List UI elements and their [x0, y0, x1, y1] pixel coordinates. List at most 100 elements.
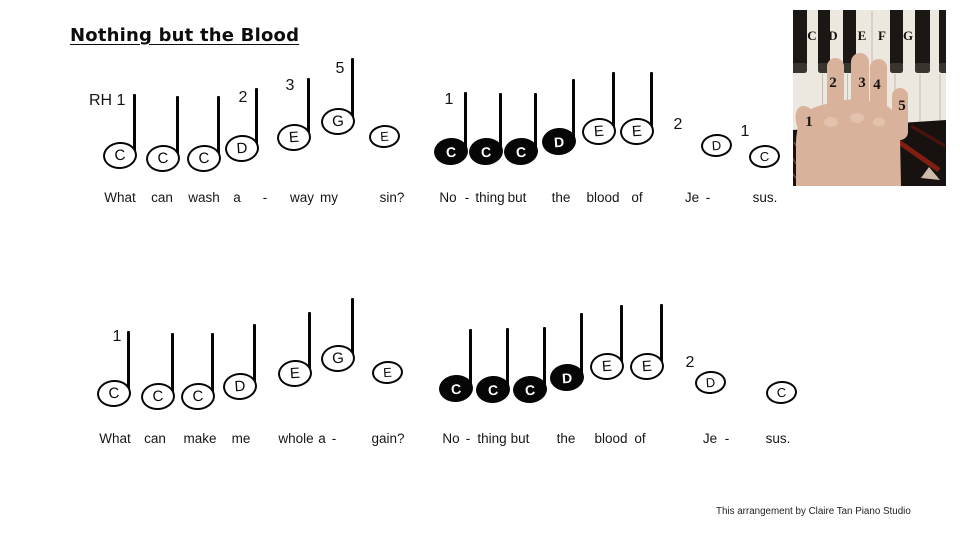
finger-number: 1 [740, 123, 750, 140]
note-head-D: D [693, 369, 727, 395]
finger-number: 2 [685, 354, 695, 371]
finger-number-label: 4 [873, 77, 881, 93]
note-stem [307, 78, 311, 137]
lyric-word: No [439, 190, 457, 205]
song-title: Nothing but the Blood [70, 25, 300, 46]
note-stem [308, 312, 312, 373]
black-key [915, 10, 930, 73]
note-stem [620, 305, 624, 366]
palm [796, 99, 901, 186]
finger-number: 1 [112, 328, 122, 345]
finger-number: 1 [444, 91, 454, 108]
lyric-word: sus. [765, 431, 791, 446]
finger-number: 3 [285, 77, 295, 94]
black-key [818, 10, 830, 73]
lyric-word: sus. [752, 190, 778, 205]
lyric-word: whole [278, 431, 314, 446]
lyric-word: thing [477, 431, 507, 446]
finger-number-label: 3 [858, 75, 866, 91]
lyric-word: way [289, 190, 315, 205]
red-fabric-streaks [894, 124, 946, 180]
hand [795, 53, 908, 186]
note-head-C: C [764, 379, 798, 405]
lyric-word: make [183, 431, 217, 446]
attribution-text: This arrangement by Claire Tan Piano Stu… [716, 506, 911, 517]
note-stem [133, 94, 137, 155]
key-letter-label: F [878, 28, 886, 43]
lyric-word: gain? [371, 431, 405, 446]
finger-number: 5 [335, 60, 345, 77]
lyric-word: but [507, 190, 527, 205]
finger-number-label: 2 [829, 75, 837, 91]
black-key [890, 10, 903, 73]
lyric-word: What [99, 431, 131, 446]
note-stem [534, 93, 538, 151]
finger-number-labels: 1 2 3 4 5 [805, 75, 906, 130]
finger-number: 2 [673, 116, 683, 133]
black-key [939, 10, 946, 73]
lyric-word: the [556, 431, 576, 446]
lyric-word: can [144, 431, 166, 446]
finger-number-label: 5 [898, 98, 906, 114]
lyric-word: What [104, 190, 136, 205]
note-head-D: D [699, 132, 733, 158]
lyric-word: thing [475, 190, 505, 205]
key-letter-label: E [858, 28, 867, 43]
note-stem [211, 333, 215, 396]
lyric-word: wash [188, 190, 220, 205]
note-stem [499, 93, 503, 151]
lyric-word: can [151, 190, 173, 205]
finger-number-label: 1 [805, 114, 813, 130]
key-letter-label: G [903, 28, 913, 43]
note-stem [351, 58, 355, 121]
note-stem [253, 324, 257, 386]
key-letter-label: C [807, 28, 816, 43]
note-stem [127, 331, 131, 393]
lyric-word: - [724, 431, 730, 446]
note-head-C: C [747, 143, 781, 169]
note-stem [660, 304, 664, 366]
lyric-word: - [465, 431, 471, 446]
note-stem [612, 72, 616, 131]
lyric-word: - [464, 190, 470, 205]
lyric-word: - [262, 190, 268, 205]
note-stem [572, 79, 576, 141]
note-stem [171, 333, 175, 396]
note-head-E: E [370, 359, 404, 385]
note-head-E: E [367, 123, 401, 149]
black-key [793, 10, 807, 73]
lyric-word: of [634, 431, 646, 446]
lyric-word: - [705, 190, 711, 205]
note-stem [580, 313, 584, 377]
black-keys [793, 10, 946, 73]
lyric-word: the [551, 190, 571, 205]
lyric-word: sin? [379, 190, 405, 205]
note-stem [176, 96, 180, 158]
note-stem [464, 92, 468, 151]
lyric-word: a [318, 431, 326, 446]
note-stem [543, 327, 547, 389]
lyric-word: my [320, 190, 338, 205]
knuckle-highlights [824, 113, 885, 127]
lyric-word: Je [702, 431, 718, 446]
note-stem [469, 329, 473, 388]
lyric-word: blood [586, 190, 620, 205]
note-stem [217, 96, 221, 158]
note-stem [255, 88, 259, 148]
finger-number: 2 [238, 89, 248, 106]
lyric-word: of [631, 190, 643, 205]
lyric-word: blood [594, 431, 628, 446]
right-hand-label: RH 1 [89, 92, 126, 109]
note-stem [650, 72, 654, 131]
lyric-word: me [231, 431, 251, 446]
note-stem [506, 328, 510, 389]
lyric-word: - [331, 431, 337, 446]
lyric-word: No [442, 431, 460, 446]
lyric-word: but [510, 431, 530, 446]
note-stem [351, 298, 355, 358]
lyric-word: a [233, 190, 241, 205]
lyric-word: Je [684, 190, 700, 205]
